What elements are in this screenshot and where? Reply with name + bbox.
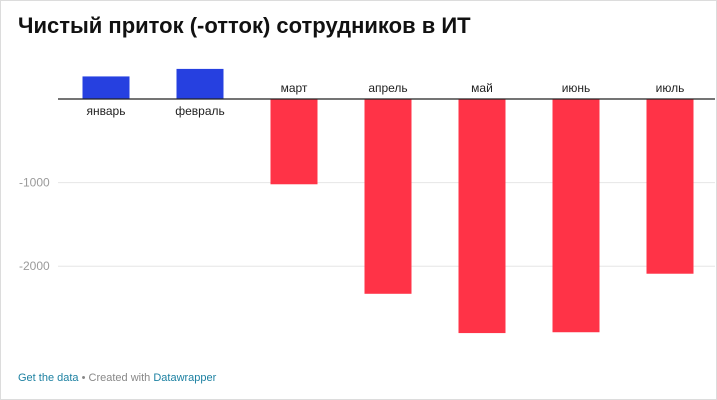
- bar-4: [364, 99, 412, 294]
- created-with-text: Created with: [88, 372, 154, 384]
- footer: Get the data • Created with Datawrapper: [18, 372, 216, 384]
- category-label: февраль: [175, 104, 225, 118]
- bar-5: [458, 99, 506, 334]
- y-tick-label: -1000: [19, 176, 50, 190]
- category-label: март: [281, 81, 308, 95]
- bar-7: [646, 99, 694, 274]
- bar-3: [270, 99, 318, 185]
- y-tick-label: -2000: [19, 259, 50, 273]
- bar-2: [176, 68, 224, 99]
- bars: [82, 68, 694, 334]
- bar-1: [82, 76, 130, 99]
- chart-title: Чистый приток (-отток) сотрудников в ИТ: [18, 13, 471, 38]
- datawrapper-link[interactable]: Datawrapper: [153, 372, 217, 384]
- category-labels: январь февраль март апрель май июнь июль: [87, 81, 685, 118]
- category-label: июнь: [562, 81, 591, 95]
- category-label: январь: [87, 104, 126, 118]
- bar-6: [552, 99, 600, 333]
- get-the-data-link[interactable]: Get the data: [18, 372, 79, 384]
- category-label: май: [471, 81, 493, 95]
- category-label: апрель: [368, 81, 407, 95]
- category-label: июль: [656, 81, 685, 95]
- footer-separator: •: [78, 372, 89, 384]
